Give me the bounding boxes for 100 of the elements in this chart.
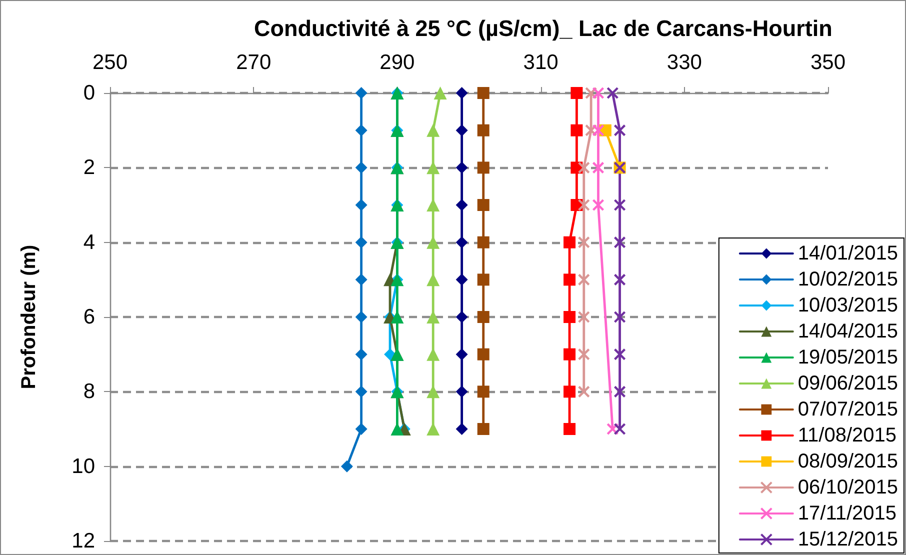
legend-label: 14/01/2015 (798, 242, 898, 264)
point (355, 236, 368, 248)
x-tick-label: 330 (666, 51, 702, 74)
point (578, 162, 590, 174)
x-tick-label: 290 (380, 51, 415, 74)
x-tick-label: 270 (236, 51, 272, 74)
point (426, 236, 440, 249)
y-tick-label: 2 (83, 156, 95, 180)
point (592, 198, 604, 212)
point (614, 348, 626, 360)
x-tick-label: 310 (523, 51, 558, 74)
point (614, 310, 626, 324)
legend-label: 09/06/2015 (798, 372, 898, 394)
y-tick-label: 6 (83, 306, 95, 328)
point (456, 162, 468, 174)
point (477, 423, 490, 435)
point (355, 348, 368, 360)
point (564, 311, 576, 323)
point (477, 199, 490, 211)
point (355, 386, 368, 398)
y-tick-label: 0 (83, 82, 95, 104)
chart-title: Conductivité à 25 °C (µS/cm)_ Lac de Carcans-Hourtin (254, 16, 832, 41)
point (578, 348, 590, 360)
point (477, 87, 490, 99)
point (584, 124, 598, 136)
x-tick-label: 250 (92, 51, 128, 74)
point (614, 124, 626, 136)
point (614, 274, 626, 286)
point (614, 236, 626, 248)
point (564, 386, 576, 398)
point (564, 274, 576, 286)
point (592, 86, 604, 100)
point (564, 236, 576, 248)
point (477, 124, 490, 136)
point (456, 386, 468, 398)
point (355, 199, 368, 211)
point (606, 86, 619, 100)
point (390, 310, 404, 324)
legend-label: 06/10/2015 (798, 476, 898, 498)
legend-label: 17/11/2015 (798, 502, 897, 524)
point (578, 198, 590, 212)
legend-label: 07/07/2015 (798, 398, 898, 420)
point (456, 124, 468, 136)
point (477, 236, 490, 248)
point (426, 124, 440, 137)
point (340, 460, 353, 472)
point (477, 386, 490, 398)
point (426, 385, 440, 398)
point (355, 162, 368, 174)
point (426, 348, 440, 361)
point (606, 422, 619, 436)
x-tick-label: 350 (810, 51, 846, 74)
point (426, 310, 440, 324)
point (456, 236, 468, 248)
point (570, 87, 583, 99)
y-tick-label: 10 (72, 454, 95, 478)
point (456, 348, 468, 360)
point (426, 273, 440, 286)
legend-label: 10/03/2015 (798, 294, 898, 316)
y-axis-title: Profondeur (m) (18, 244, 40, 390)
point (426, 198, 440, 212)
point (456, 423, 468, 435)
point (570, 124, 583, 136)
point (564, 423, 576, 435)
point (355, 274, 368, 286)
point (578, 310, 590, 324)
legend-label: 14/04/2015 (798, 320, 898, 342)
point (477, 348, 490, 360)
point (578, 274, 590, 286)
point (584, 86, 598, 100)
y-tick-label: 12 (72, 530, 95, 552)
point (355, 311, 368, 323)
point (456, 311, 468, 323)
point (426, 422, 440, 436)
legend-label: 15/12/2015 (798, 528, 898, 550)
point (426, 161, 440, 174)
point (592, 162, 604, 174)
point (578, 386, 590, 398)
point (456, 274, 468, 286)
legend-label: 11/08/2015 (798, 424, 897, 446)
legend-label: 19/05/2015 (798, 346, 898, 368)
legend-label: 08/09/2015 (798, 450, 898, 472)
point (355, 124, 368, 136)
point (578, 236, 590, 248)
point (614, 198, 626, 212)
point (434, 86, 447, 100)
point (614, 422, 626, 436)
legend-label: 10/02/2015 (798, 268, 898, 290)
point (477, 311, 490, 323)
y-tick-label: 4 (83, 230, 96, 254)
point (592, 124, 604, 136)
y-tick-label: 8 (83, 380, 95, 404)
point (477, 162, 490, 174)
point (390, 422, 404, 436)
point (355, 423, 368, 435)
point (477, 274, 490, 286)
point (355, 87, 368, 99)
point (564, 348, 576, 360)
point (456, 199, 468, 211)
point (456, 87, 468, 99)
